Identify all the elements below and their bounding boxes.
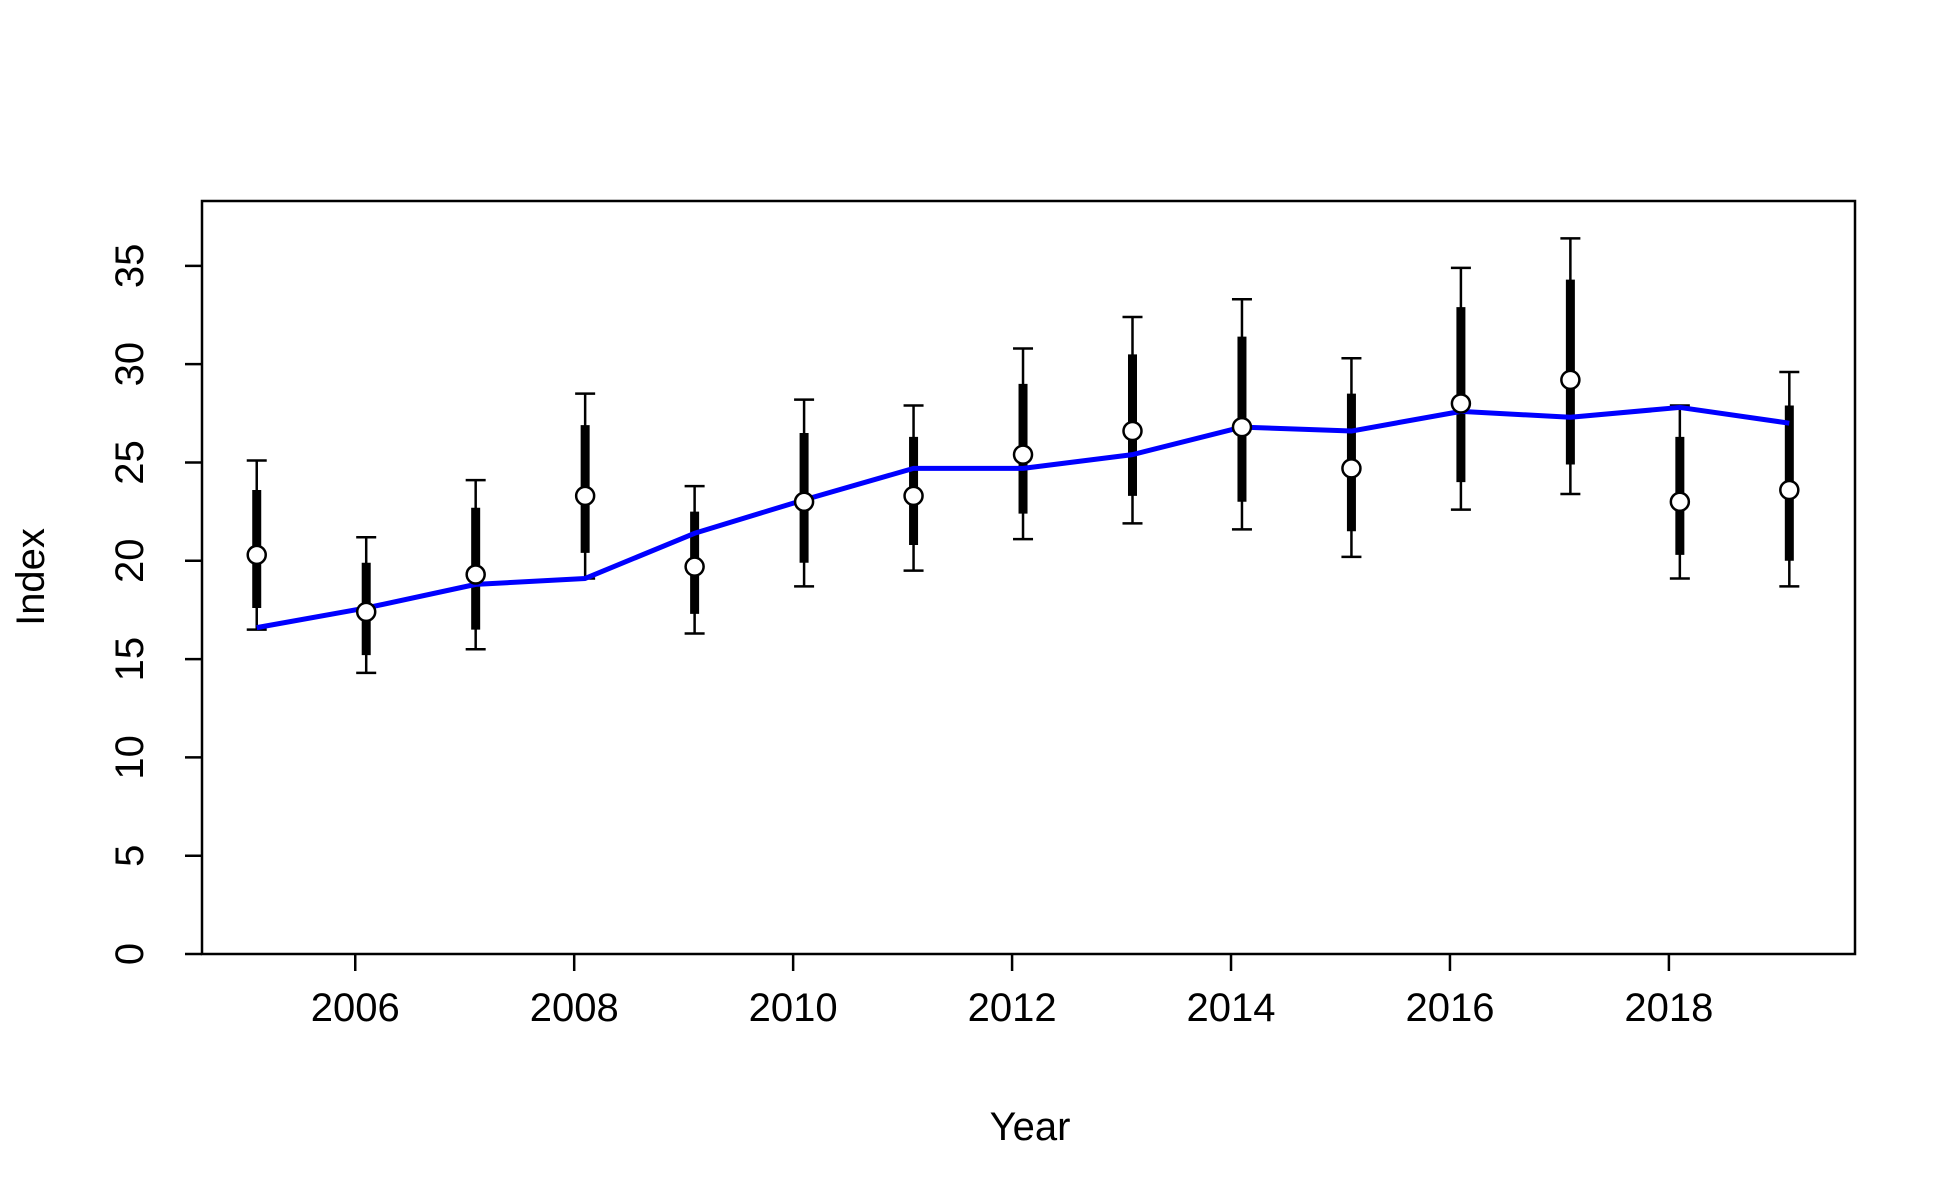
fit-line [256, 404, 1790, 631]
data-point [1231, 416, 1253, 438]
axes: 2006 2008 2010 2012 2014 2016 2018 0 5 10 15 20 25 30… [108, 199, 1857, 1030]
y-tick-label: 15 [108, 637, 152, 682]
data-point [1560, 369, 1581, 391]
data-point [903, 485, 924, 507]
data-point [1669, 491, 1691, 513]
x-tick-label: 2010 [749, 986, 838, 1030]
data-point [1122, 420, 1143, 442]
x-tick-label: 2016 [1405, 986, 1494, 1030]
y-tick-label: 5 [108, 845, 152, 867]
data-point [1341, 458, 1362, 479]
x-tick-label: 2018 [1624, 986, 1713, 1030]
y-axis-label: Index [9, 528, 53, 626]
data-point [246, 544, 267, 566]
y-tick-label: 30 [108, 342, 152, 387]
data-point [465, 564, 486, 585]
x-tick-label: 2012 [968, 986, 1057, 1030]
data-point [1450, 393, 1472, 414]
y-tick-label: 10 [108, 735, 152, 780]
x-tick-label: 2014 [1187, 986, 1276, 1030]
y-tick-label: 35 [108, 244, 152, 289]
x-axis-label: Year [990, 1105, 1071, 1149]
data-point [684, 556, 705, 577]
y-tick-label: 25 [108, 440, 152, 485]
data-point [1779, 479, 1800, 501]
data-point [793, 491, 815, 513]
data-point [574, 485, 596, 507]
y-tick-label: 20 [108, 539, 152, 584]
x-tick-label: 2008 [530, 986, 619, 1030]
y-tick-label: 0 [108, 943, 152, 965]
plot-frame [200, 199, 1857, 956]
x-tick-label: 2006 [311, 986, 400, 1030]
data-point [355, 601, 377, 623]
data-point [1012, 444, 1034, 465]
plot-area [246, 237, 1800, 675]
